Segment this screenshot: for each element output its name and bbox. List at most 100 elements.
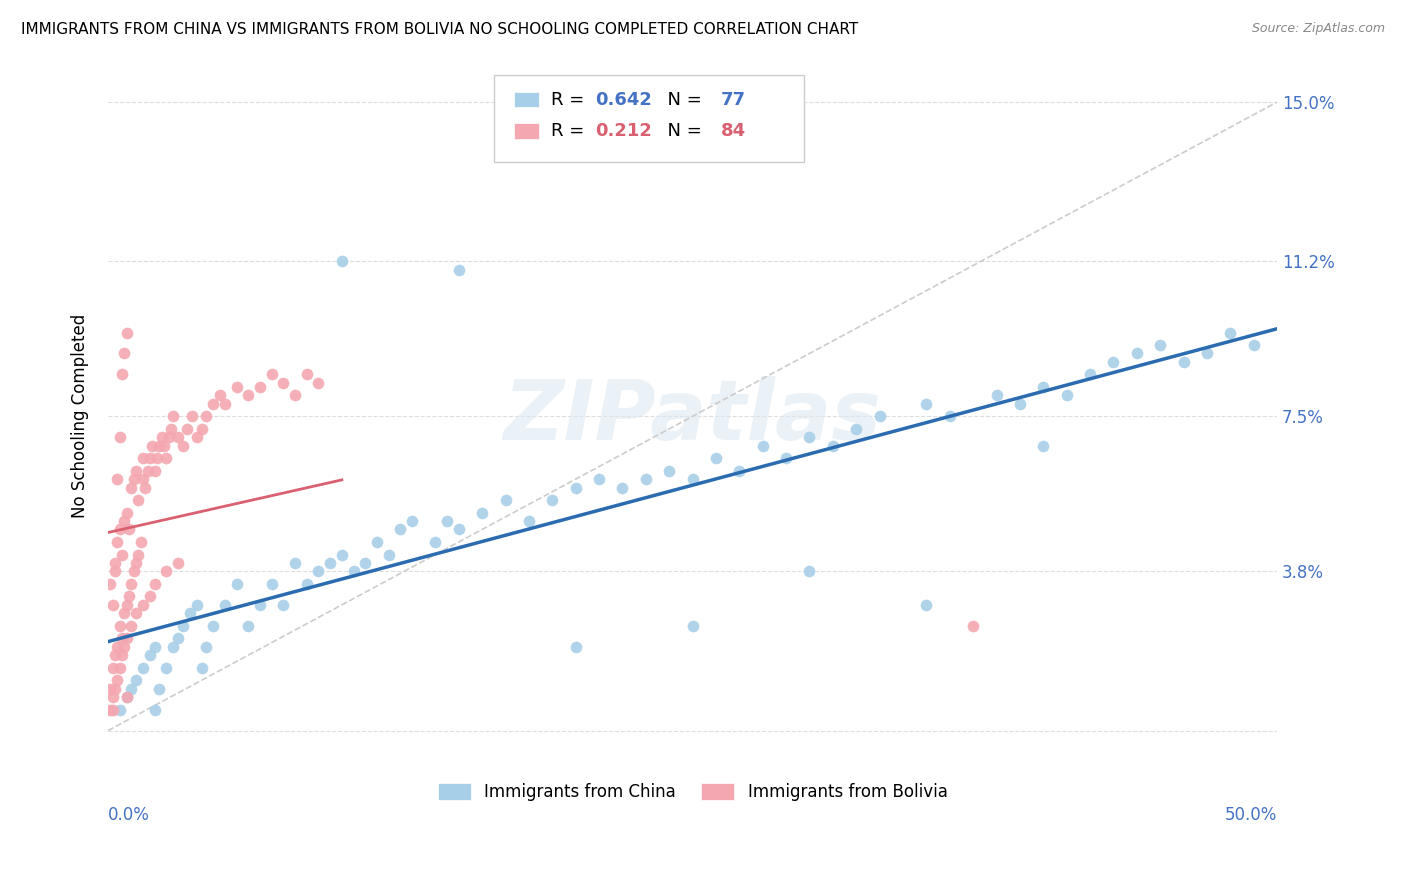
Point (238, 388, 260, 402)
Point (962, 619, 984, 633)
Point (517, 514, 540, 528)
Point (112, 346, 135, 360)
Point (366, 535, 388, 549)
Point (447, 523, 470, 537)
Point (108, 703, 131, 717)
Point (132, 661, 155, 675)
FancyBboxPatch shape (494, 76, 804, 162)
Text: 77: 77 (721, 91, 745, 109)
Point (115, 632, 138, 646)
Point (195, 640, 218, 654)
Point (186, 430, 208, 444)
Point (150, 430, 173, 444)
Point (225, 380, 247, 394)
Point (127, 548, 149, 562)
Point (202, 619, 225, 633)
Point (179, 607, 201, 621)
Text: R =: R = (551, 122, 591, 140)
Point (1102, 355, 1125, 369)
Point (354, 556, 377, 570)
Point (148, 681, 170, 696)
Point (319, 556, 342, 570)
Point (139, 648, 162, 662)
Point (1032, 439, 1054, 453)
Point (284, 556, 307, 570)
Point (120, 481, 142, 495)
Point (564, 640, 586, 654)
Point (98, 681, 121, 696)
Point (167, 632, 190, 646)
Point (134, 481, 156, 495)
Point (330, 548, 353, 562)
Point (104, 681, 127, 696)
Point (869, 409, 891, 424)
Point (146, 451, 169, 466)
Point (1032, 380, 1054, 394)
Point (157, 430, 180, 444)
Text: 0.642: 0.642 (596, 91, 652, 109)
Point (104, 648, 127, 662)
Point (143, 703, 166, 717)
Point (176, 422, 198, 436)
Point (939, 409, 962, 424)
FancyBboxPatch shape (513, 123, 540, 139)
Point (153, 439, 176, 453)
Point (136, 464, 159, 478)
Point (214, 598, 236, 612)
Point (162, 409, 184, 424)
Point (115, 690, 138, 704)
Point (167, 556, 190, 570)
Point (1056, 388, 1078, 402)
Point (307, 376, 329, 390)
Point (101, 598, 124, 612)
Point (564, 481, 586, 495)
Point (162, 640, 184, 654)
Point (118, 523, 141, 537)
Point (425, 535, 447, 549)
Point (104, 565, 127, 579)
Point (141, 439, 163, 453)
Point (799, 430, 821, 444)
Point (105, 673, 128, 688)
Point (155, 661, 177, 675)
Point (1195, 346, 1218, 360)
Point (401, 514, 423, 528)
Text: 0.0%: 0.0% (108, 806, 150, 824)
Point (225, 577, 247, 591)
Text: R =: R = (551, 91, 591, 109)
Point (682, 619, 704, 633)
Point (143, 640, 166, 654)
Point (112, 514, 135, 528)
Point (120, 681, 142, 696)
Point (132, 472, 155, 486)
Point (172, 619, 194, 633)
Point (612, 481, 634, 495)
Text: 50.0%: 50.0% (1225, 806, 1277, 824)
Point (845, 422, 868, 436)
Point (111, 632, 134, 646)
Point (129, 535, 152, 549)
Point (295, 577, 318, 591)
Point (160, 422, 183, 436)
Point (1078, 368, 1101, 382)
Point (799, 565, 821, 579)
Text: 84: 84 (721, 122, 745, 140)
Point (495, 493, 517, 508)
Legend: Immigrants from China, Immigrants from Bolivia: Immigrants from China, Immigrants from B… (430, 776, 955, 808)
Point (273, 376, 295, 390)
Point (108, 619, 131, 633)
Point (125, 464, 148, 478)
Point (155, 565, 177, 579)
Point (190, 661, 212, 675)
Point (249, 598, 271, 612)
Point (377, 548, 399, 562)
Point (148, 439, 170, 453)
Point (190, 422, 212, 436)
Point (122, 565, 145, 579)
Point (101, 703, 124, 717)
Point (214, 397, 236, 411)
Point (915, 397, 938, 411)
Point (260, 368, 283, 382)
Point (98, 703, 121, 717)
Point (112, 640, 135, 654)
